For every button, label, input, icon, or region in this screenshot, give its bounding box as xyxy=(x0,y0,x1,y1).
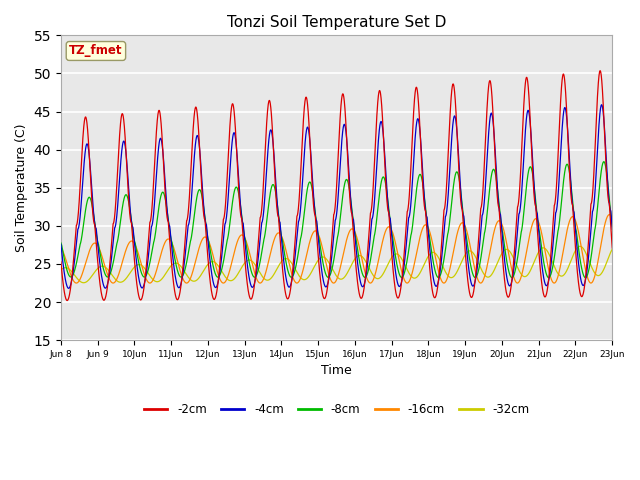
Legend: -2cm, -4cm, -8cm, -16cm, -32cm: -2cm, -4cm, -8cm, -16cm, -32cm xyxy=(139,398,534,420)
Text: TZ_fmet: TZ_fmet xyxy=(69,45,123,58)
Title: Tonzi Soil Temperature Set D: Tonzi Soil Temperature Set D xyxy=(227,15,446,30)
X-axis label: Time: Time xyxy=(321,364,352,377)
Y-axis label: Soil Temperature (C): Soil Temperature (C) xyxy=(15,123,28,252)
